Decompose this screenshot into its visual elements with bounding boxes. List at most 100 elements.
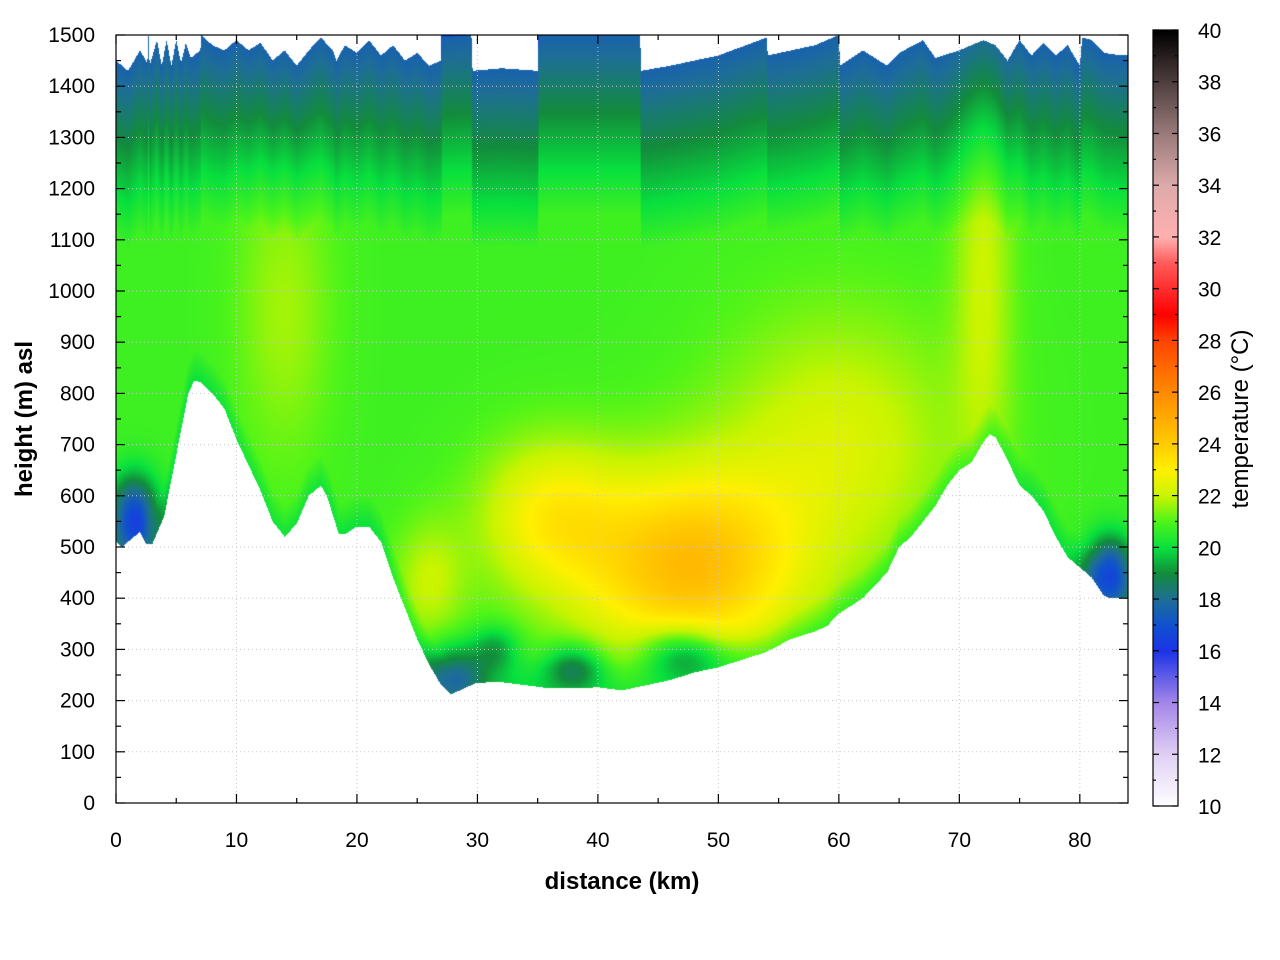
- y-tick-label: 800: [60, 382, 95, 405]
- colorbar-band: [1153, 461, 1178, 466]
- colorbar-band: [1153, 599, 1178, 603]
- colorbar-band: [1153, 213, 1178, 217]
- colorbar-band: [1153, 151, 1178, 155]
- colorbar-band: [1153, 169, 1178, 173]
- colorbar-band: [1153, 304, 1178, 308]
- colorbar-band: [1153, 143, 1178, 147]
- colorbar-band: [1153, 306, 1178, 310]
- colorbar-band: [1153, 115, 1178, 119]
- colorbar-band: [1153, 480, 1178, 484]
- colorbar-band: [1153, 30, 1178, 34]
- colorbar-band: [1153, 694, 1178, 698]
- colorbar-band: [1153, 764, 1178, 768]
- colorbar-band: [1153, 684, 1178, 688]
- colorbar-band: [1153, 720, 1178, 724]
- colorbar-band: [1153, 423, 1178, 427]
- y-tick-label: 1200: [48, 178, 95, 201]
- colorbar-band: [1153, 524, 1178, 528]
- x-tick-label: 60: [827, 829, 850, 852]
- colorbar-band: [1153, 236, 1178, 241]
- colorbar-band: [1153, 164, 1178, 168]
- colorbar-band: [1153, 741, 1178, 745]
- colorbar-band: [1153, 627, 1178, 631]
- colorbar-band: [1153, 407, 1178, 411]
- colorbar-band: [1153, 384, 1178, 388]
- y-tick-label: 200: [60, 690, 95, 713]
- colorbar-band: [1153, 643, 1178, 647]
- colorbar-band: [1153, 327, 1178, 331]
- colorbar-tick-label: 34: [1198, 175, 1222, 198]
- colorbar-band: [1153, 45, 1178, 49]
- colorbar-band: [1153, 252, 1178, 256]
- colorbar-band: [1153, 671, 1178, 675]
- colorbar-band: [1153, 730, 1178, 735]
- colorbar-band: [1153, 544, 1178, 548]
- colorbar-band: [1153, 736, 1178, 740]
- colorbar-tick-label: 32: [1198, 227, 1221, 250]
- colorbar-band: [1153, 653, 1178, 657]
- colorbar-band: [1153, 531, 1178, 535]
- colorbar-band: [1153, 172, 1178, 176]
- colorbar-band: [1153, 71, 1178, 75]
- colorbar-band: [1153, 317, 1178, 321]
- colorbar-title: temperature (°C): [1227, 330, 1254, 509]
- colorbar-band: [1153, 397, 1178, 401]
- colorbar-band: [1153, 234, 1178, 238]
- colorbar-band: [1153, 430, 1178, 435]
- colorbar-band: [1153, 402, 1178, 406]
- colorbar-band: [1153, 451, 1178, 455]
- colorbar-band: [1153, 560, 1178, 564]
- colorbar-band: [1153, 487, 1178, 492]
- colorbar-band: [1153, 772, 1178, 776]
- colorbar-band: [1153, 622, 1178, 626]
- colorbar-band: [1153, 733, 1178, 737]
- colorbar-band: [1153, 293, 1178, 298]
- colorbar-band: [1153, 99, 1178, 104]
- colorbar-band: [1153, 159, 1178, 163]
- colorbar-band: [1153, 58, 1178, 62]
- colorbar-band: [1153, 412, 1178, 417]
- colorbar-band: [1153, 552, 1178, 556]
- colorbar-band: [1153, 586, 1178, 590]
- colorbar-band: [1153, 573, 1178, 577]
- x-tick-label: 70: [948, 829, 971, 852]
- colorbar-band: [1153, 94, 1178, 98]
- colorbar-band: [1153, 482, 1178, 486]
- colorbar-band: [1153, 578, 1178, 582]
- colorbar-band: [1153, 48, 1178, 52]
- colorbar-band: [1153, 632, 1178, 636]
- colorbar-band: [1153, 529, 1178, 533]
- colorbar-band: [1153, 211, 1178, 215]
- colorbar-band: [1153, 624, 1178, 629]
- colorbar-band: [1153, 640, 1178, 644]
- colorbar-band: [1153, 415, 1178, 419]
- colorbar-band: [1153, 92, 1178, 96]
- colorbar-band: [1153, 557, 1178, 561]
- colorbar-band: [1153, 309, 1178, 313]
- colorbar-band: [1153, 503, 1178, 507]
- colorbar-band: [1153, 381, 1178, 385]
- colorbar-band: [1153, 203, 1178, 207]
- colorbar-band: [1153, 371, 1178, 375]
- colorbar-band: [1153, 604, 1178, 608]
- colorbar-band: [1153, 107, 1178, 111]
- colorbar-band: [1153, 89, 1178, 93]
- y-tick-label: 700: [60, 434, 95, 457]
- x-tick-label: 30: [466, 829, 489, 852]
- colorbar-band: [1153, 50, 1178, 54]
- colorbar-band: [1153, 780, 1178, 784]
- colorbar-tick-label: 40: [1198, 20, 1221, 43]
- colorbar-band: [1153, 712, 1178, 717]
- colorbar-band: [1153, 637, 1178, 642]
- colorbar-band: [1153, 283, 1178, 287]
- colorbar-band: [1153, 221, 1178, 225]
- colorbar-band: [1153, 146, 1178, 150]
- colorbar-band: [1153, 681, 1178, 686]
- colorbar-band: [1153, 218, 1178, 223]
- grid-lines: [116, 35, 1128, 803]
- colorbar-band: [1153, 37, 1178, 41]
- colorbar-band: [1153, 239, 1178, 243]
- colorbar-band: [1153, 361, 1178, 365]
- colorbar-band: [1153, 526, 1178, 530]
- colorbar-tick-label: 24: [1198, 434, 1222, 457]
